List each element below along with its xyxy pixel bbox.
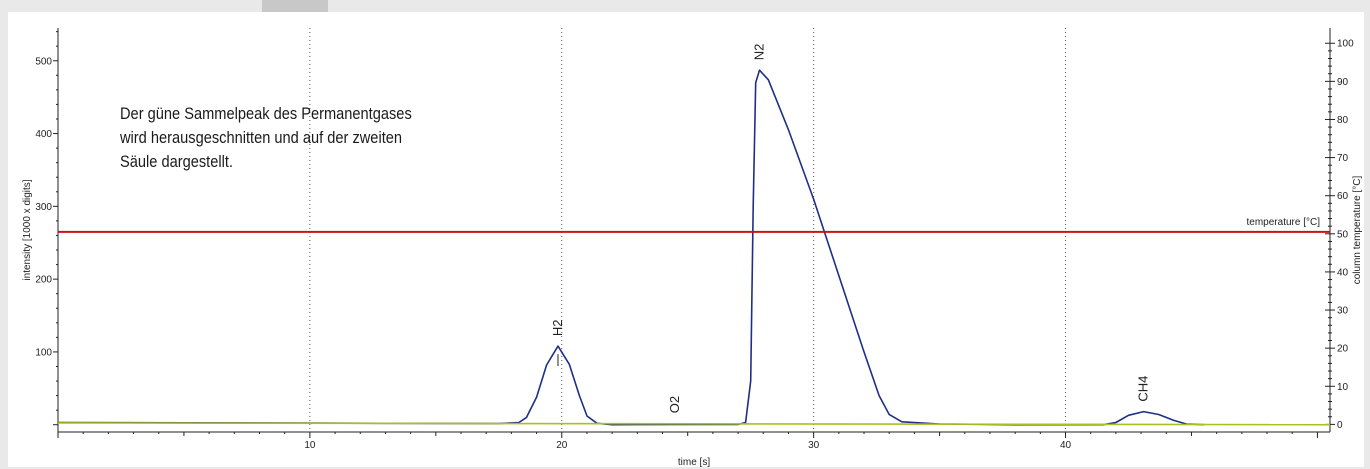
y2-tick-label: 10	[1337, 382, 1349, 393]
series-baseline-line	[57, 422, 1331, 426]
x-tick-label: 20	[556, 440, 568, 451]
y2-tick-label: 0	[1337, 420, 1343, 431]
y-tick-label: 200	[35, 275, 52, 286]
y2-tick-label: 90	[1337, 77, 1349, 88]
y2-tick-label: 40	[1337, 267, 1349, 278]
y-tick-label: 500	[35, 56, 52, 67]
plot-panel	[8, 12, 1364, 467]
x-tick-label: 40	[1060, 440, 1072, 451]
y2-tick-label: 100	[1337, 39, 1354, 50]
y2-tick-label: 60	[1337, 191, 1349, 202]
annotation-line: Säule dargestellt.	[120, 152, 233, 171]
y2-tick-label: 30	[1337, 306, 1349, 317]
y2-tick-label: 80	[1337, 115, 1349, 126]
annotation-text: Der güne Sammelpeak des Permanentgases w…	[120, 102, 464, 174]
temperature-series-label: temperature [°C]	[1247, 217, 1321, 228]
y2-tick-label: 50	[1337, 229, 1349, 240]
x-tick-label: 10	[304, 440, 316, 451]
peak-label: CH4	[1136, 376, 1151, 402]
peak-label: N2	[751, 44, 766, 61]
y-axis-label: intensity [1000 x digits]	[22, 179, 33, 280]
x-axis-label: time [s]	[678, 457, 710, 468]
y-tick-label: 400	[35, 129, 52, 140]
y2-tick-label: 20	[1337, 344, 1349, 355]
y2-axis-label: column temperature [°C]	[1352, 176, 1363, 285]
peak-label: H2	[550, 319, 565, 336]
annotation-line: Der güne Sammelpeak des Permanentgases	[120, 104, 412, 123]
peak-label: O2	[667, 396, 682, 413]
y-tick-label: 100	[35, 347, 52, 358]
y-tick-label: 300	[35, 202, 52, 213]
y2-tick-label: 70	[1337, 153, 1349, 164]
x-tick-label: 30	[808, 440, 820, 451]
annotation-line: wird herausgeschnitten und auf der zweit…	[120, 128, 403, 147]
